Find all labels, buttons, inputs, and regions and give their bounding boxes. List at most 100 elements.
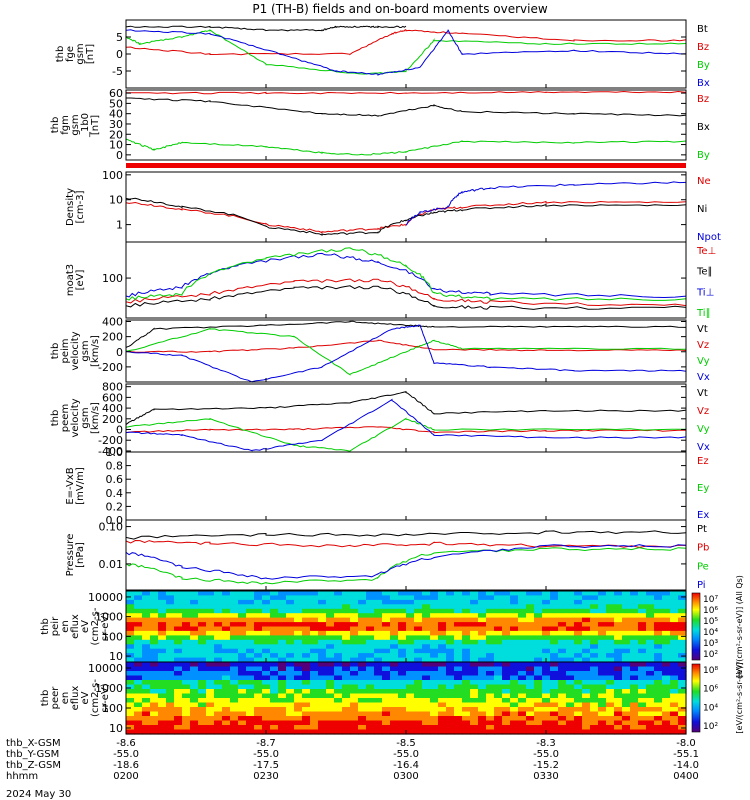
y-tick-label: 0 [116, 424, 123, 437]
heatmap-cell [150, 680, 159, 686]
heatmap-cell [566, 693, 575, 699]
heatmap-cell [670, 707, 679, 713]
heatmap-cell [134, 608, 143, 614]
heatmap-cell [326, 591, 335, 596]
heatmap-cell [566, 671, 575, 677]
heatmap-cell [126, 675, 135, 681]
x-tick-label: -55.0 [253, 749, 279, 760]
x-tick-label: -18.6 [113, 760, 139, 771]
heatmap-cell [534, 707, 543, 713]
heatmap-cell [166, 626, 175, 632]
heatmap-cell [206, 729, 215, 735]
heatmap-cell [326, 644, 335, 650]
heatmap-cell [262, 604, 271, 610]
heatmap-cell [574, 653, 583, 659]
heatmap-cell [206, 635, 215, 641]
heatmap-cell [606, 720, 615, 726]
y-tick-label: 5 [116, 31, 123, 44]
heatmap-cell [270, 648, 279, 654]
heatmap-cell [254, 725, 263, 731]
heatmap-cell [502, 617, 511, 623]
heatmap-cell [662, 675, 671, 681]
heatmap-cell [526, 591, 535, 596]
heatmap-cell [494, 648, 503, 654]
heatmap-cell [598, 613, 607, 619]
heatmap-cell [230, 591, 239, 596]
heatmap-cell [454, 635, 463, 641]
heatmap-cell [510, 608, 519, 614]
heatmap-cell [366, 626, 375, 632]
heatmap-cell [622, 657, 631, 663]
heatmap-cell [646, 608, 655, 614]
heatmap-cell [150, 707, 159, 713]
heatmap-cell [454, 639, 463, 645]
heatmap-cell [134, 711, 143, 717]
heatmap-cell [502, 595, 511, 601]
heatmap-cell [158, 657, 167, 663]
heatmap-cell [502, 702, 511, 708]
heatmap-cell [454, 595, 463, 601]
heatmap-cell [294, 653, 303, 659]
heatmap-cell [406, 613, 415, 619]
heatmap-cell [174, 698, 183, 704]
heatmap-cell [654, 617, 663, 623]
heatmap-cell [638, 693, 647, 699]
heatmap-cell [558, 617, 567, 623]
x-tick-label: -8.7 [256, 738, 276, 749]
heatmap-cell [374, 617, 383, 623]
heatmap-cell [638, 653, 647, 659]
heatmap-cell [606, 716, 615, 722]
heatmap-cell [582, 639, 591, 645]
heatmap-cell [342, 702, 351, 708]
heatmap-cell [414, 680, 423, 686]
heatmap-cell [262, 648, 271, 654]
heatmap-cell [526, 675, 535, 681]
heatmap-cell [214, 635, 223, 641]
heatmap-cell [654, 725, 663, 731]
heatmap-cell [350, 595, 359, 601]
heatmap-cell [486, 675, 495, 681]
heatmap-cell [422, 675, 431, 681]
heatmap-cell [158, 698, 167, 704]
heatmap-cell [558, 604, 567, 610]
heatmap-cell [142, 604, 151, 610]
heatmap-cell [238, 657, 247, 663]
heatmap-cell [614, 653, 623, 659]
heatmap-cell [246, 698, 255, 704]
heatmap-cell [542, 613, 551, 619]
heatmap-cell [662, 644, 671, 650]
heatmap-cell [358, 698, 367, 704]
heatmap-cell [270, 725, 279, 731]
heatmap-cell [214, 613, 223, 619]
heatmap-cell [582, 684, 591, 690]
heatmap-cell [582, 680, 591, 686]
heatmap-cell [326, 675, 335, 681]
heatmap-cell [374, 702, 383, 708]
heatmap-cell [246, 653, 255, 659]
heatmap-cell [454, 675, 463, 681]
heatmap-cell [574, 711, 583, 717]
heatmap-cell [510, 653, 519, 659]
heatmap-cell [550, 622, 559, 628]
heatmap-cell [438, 684, 447, 690]
heatmap-cell [670, 720, 679, 726]
heatmap-cell [478, 666, 487, 672]
heatmap-cell [254, 666, 263, 672]
heatmap-cell [382, 644, 391, 650]
heatmap-cell [494, 622, 503, 628]
heatmap-cell [646, 689, 655, 695]
series-line-Vy [125, 417, 686, 452]
heatmap-cell [550, 626, 559, 632]
heatmap-cell [254, 635, 263, 641]
heatmap-cell [206, 622, 215, 628]
heatmap-cell [646, 604, 655, 610]
heatmap-cell [398, 630, 407, 636]
heatmap-cell [670, 622, 679, 628]
heatmap-cell [302, 693, 311, 699]
heatmap-cell [550, 716, 559, 722]
heatmap-cell [430, 626, 439, 632]
heatmap-cell [662, 662, 671, 668]
heatmap-cell [374, 599, 383, 605]
heatmap-cell [262, 725, 271, 731]
heatmap-cell [358, 725, 367, 731]
